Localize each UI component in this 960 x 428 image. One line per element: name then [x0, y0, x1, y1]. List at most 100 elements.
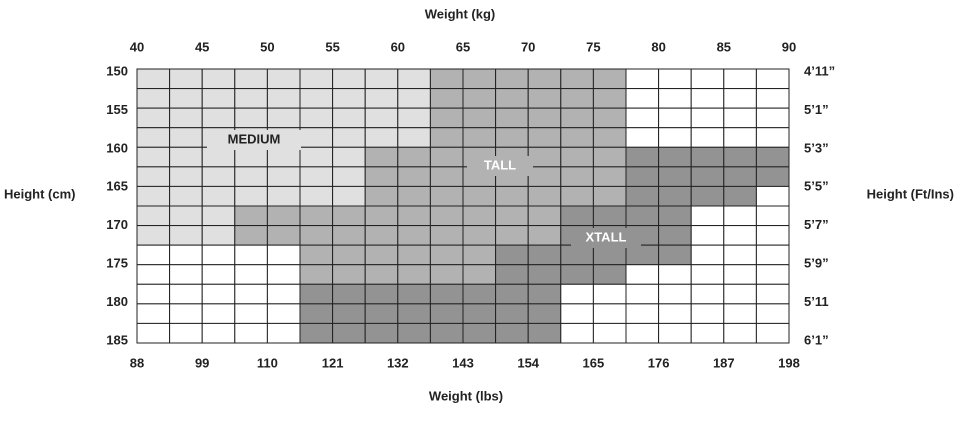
- grid-cell: [592, 264, 627, 285]
- top-tick-label: 55: [325, 39, 339, 54]
- grid-cell: [429, 322, 464, 344]
- bottom-tick-label: 121: [322, 355, 344, 370]
- grid-cell: [397, 264, 431, 285]
- grid-cell: [266, 225, 301, 246]
- grid-cell: [136, 88, 171, 109]
- grid-cell: [364, 185, 399, 207]
- grid-cell: [201, 88, 236, 109]
- grid-cell: [527, 68, 562, 90]
- grid-cell: [169, 264, 203, 285]
- grid-cell: [560, 146, 594, 168]
- grid-cell: [201, 264, 236, 285]
- grid-cell: [266, 146, 301, 168]
- left-tick-label: 150: [106, 63, 128, 78]
- grid-cell: [364, 88, 399, 109]
- left-tick-label: 155: [106, 102, 128, 117]
- grid-cell: [266, 166, 301, 187]
- grid-cell: [592, 303, 627, 324]
- right-tick-label: 5’9”: [804, 256, 829, 271]
- grid-cell: [364, 264, 399, 285]
- grid-cell: [266, 88, 301, 109]
- grid-cell: [723, 146, 757, 168]
- grid-cell: [136, 244, 171, 266]
- top-tick-label: 80: [651, 39, 665, 54]
- grid-cell: [332, 322, 366, 344]
- zone-label: TALL: [484, 157, 516, 172]
- grid-cell: [495, 205, 529, 227]
- grid-cell: [723, 68, 757, 90]
- grid-cell: [723, 322, 757, 344]
- grid-cell: [527, 166, 562, 187]
- grid-cell: [169, 322, 203, 344]
- grid-cell: [495, 88, 529, 109]
- grid-cell: [397, 225, 431, 246]
- grid-cell: [234, 244, 268, 266]
- grid-cell: [234, 303, 268, 324]
- grid-cell: [266, 264, 301, 285]
- grid-cell: [299, 107, 334, 129]
- bottom-axis-label: Weight (lbs): [429, 388, 503, 403]
- zone-label-bg: [467, 156, 533, 176]
- grid-cell: [462, 107, 497, 129]
- top-tick-label: 90: [782, 39, 796, 54]
- grid-cell: [755, 107, 790, 129]
- grid-cell: [658, 127, 692, 148]
- grid-cell: [429, 303, 464, 324]
- grid-cell: [234, 88, 268, 109]
- right-tick-label: 4’11”: [804, 63, 835, 78]
- left-tick-label: 170: [106, 217, 128, 232]
- grid-cell: [136, 225, 171, 246]
- grid-cell: [755, 185, 790, 207]
- grid-cell: [332, 146, 366, 168]
- grid-cell: [429, 107, 464, 129]
- grid-cell: [723, 205, 757, 227]
- top-tick-label: 85: [717, 39, 731, 54]
- grid-cell: [299, 264, 334, 285]
- grid-cell: [462, 205, 497, 227]
- grid-cell: [658, 322, 692, 344]
- grid-cell: [169, 68, 203, 90]
- grid-cell: [332, 303, 366, 324]
- bottom-tick-label: 176: [648, 355, 670, 370]
- grid-cell: [136, 107, 171, 129]
- grid-cell: [364, 127, 399, 148]
- grid-cell: [658, 68, 692, 90]
- grid-cell: [690, 68, 725, 90]
- grid-cell: [397, 303, 431, 324]
- grid-cell: [429, 264, 464, 285]
- grid-cell: [658, 88, 692, 109]
- grid-cell: [527, 264, 562, 285]
- grid-cell: [592, 127, 627, 148]
- grid-cell: [755, 264, 790, 285]
- grid-cell: [625, 185, 660, 207]
- grid-cell: [462, 88, 497, 109]
- grid-cell: [364, 146, 399, 168]
- right-tick-label: 5’11: [804, 294, 829, 309]
- grid-cell: [723, 88, 757, 109]
- left-tick-label: 165: [106, 179, 128, 194]
- bottom-tick-label: 198: [778, 355, 800, 370]
- grid-cell: [299, 205, 334, 227]
- grid-cell: [462, 225, 497, 246]
- grid-cell: [462, 283, 497, 305]
- grid-cell: [527, 225, 562, 246]
- grid-cell: [560, 185, 594, 207]
- grid-cell: [527, 127, 562, 148]
- grid-cell: [658, 146, 692, 168]
- grid-cell: [723, 185, 757, 207]
- zone-label-bg: [207, 130, 301, 150]
- grid-cell: [592, 205, 627, 227]
- grid-cell: [332, 68, 366, 90]
- grid-cell: [462, 68, 497, 90]
- grid-cell: [755, 88, 790, 109]
- grid-cell: [658, 283, 692, 305]
- grid-cell: [755, 205, 790, 227]
- top-tick-label: 70: [521, 39, 535, 54]
- grid-cell: [201, 283, 236, 305]
- grid-cell: [658, 166, 692, 187]
- grid-cell: [658, 185, 692, 207]
- grid-cell: [429, 185, 464, 207]
- grid-cell: [397, 185, 431, 207]
- grid-cell: [723, 107, 757, 129]
